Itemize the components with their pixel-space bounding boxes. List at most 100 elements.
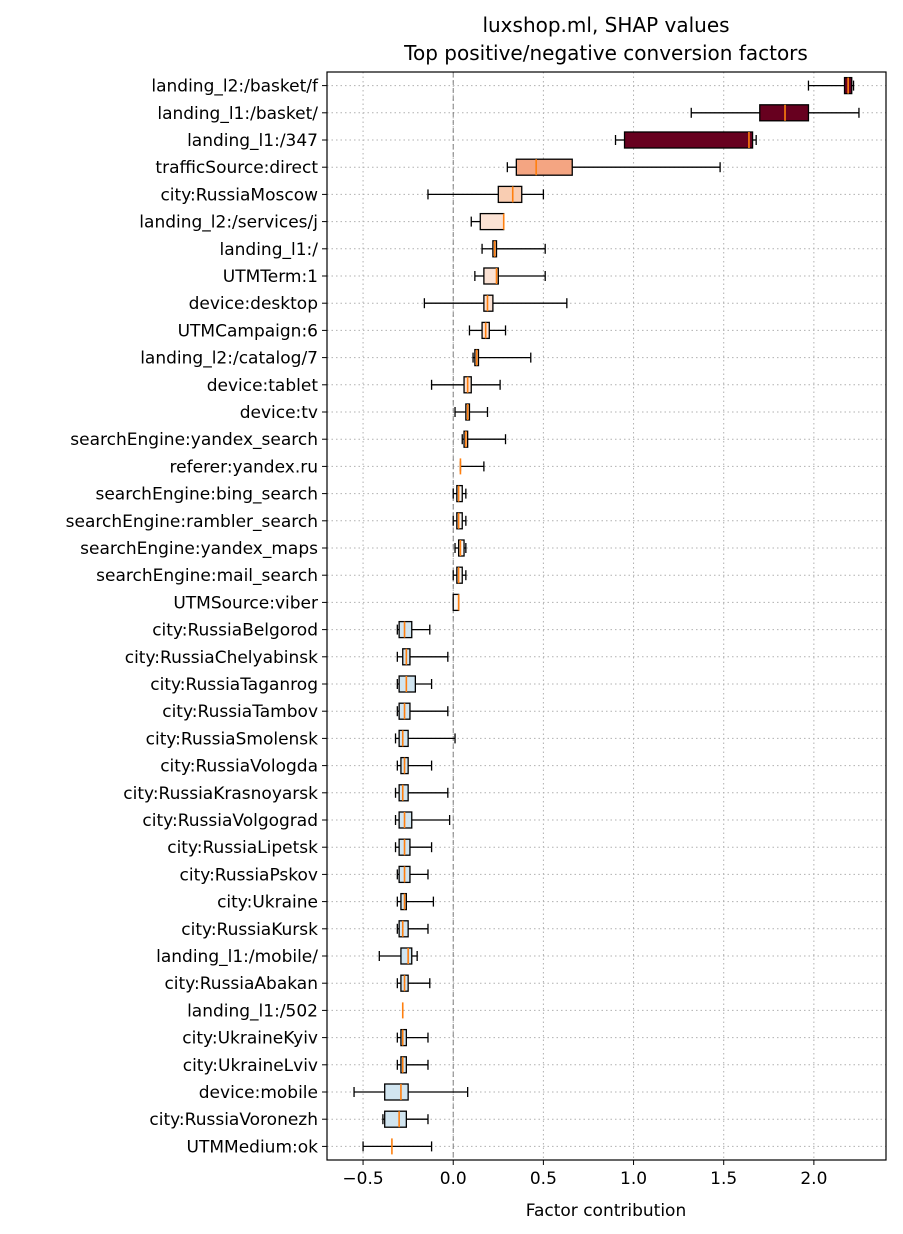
box-plot [807, 76, 855, 95]
box-plot [396, 702, 449, 720]
box-plot [690, 104, 860, 122]
box-plot [396, 756, 433, 775]
box-plot [452, 593, 460, 612]
box-plot [454, 403, 489, 421]
y-tick-label: landing_l1:/502 [187, 1001, 318, 1021]
y-tick-label: city:RussiaVoronezh [149, 1110, 318, 1130]
box [456, 566, 463, 584]
y-tick-label: city:RussiaChelyabinsk [125, 648, 318, 668]
box [483, 294, 494, 312]
x-axis-label: Factor contribution [526, 1201, 686, 1221]
x-tick-label: 0.5 [530, 1169, 557, 1189]
y-tick-label: landing_l1:/347 [187, 131, 318, 151]
box-plot [396, 675, 433, 693]
box-plot [396, 920, 429, 938]
y-tick-label: city:RussiaLipetsk [167, 838, 318, 858]
x-tick-label: −0.5 [342, 1169, 383, 1189]
box [400, 892, 407, 911]
y-tick-label: searchEngine:yandex_search [70, 430, 318, 450]
box-plot [614, 131, 757, 149]
box [456, 512, 463, 530]
y-tick-label: city:RussiaMoscow [160, 185, 318, 205]
box-plot [423, 294, 568, 312]
box [398, 920, 409, 938]
box-plot [396, 648, 449, 666]
box-plot [382, 1110, 429, 1128]
box-plot [452, 566, 467, 584]
chart-subtitle: Top positive/negative conversion factors [403, 41, 808, 65]
box-plot [396, 1028, 429, 1047]
y-tick-label: city:RussiaSmolensk [146, 729, 319, 749]
x-tick-label: 2.0 [800, 1169, 827, 1189]
y-tick-label: searchEngine:mail_search [96, 566, 318, 586]
y-tick-label: landing_l1:/ [220, 240, 319, 260]
y-tick-label: city:RussiaAbakan [164, 974, 318, 994]
y-tick-label: searchEngine:rambler_search [66, 512, 318, 532]
y-tick-label: searchEngine:bing_search [95, 485, 318, 505]
y-tick-label: city:RussiaBelgorod [152, 621, 318, 641]
y-axis-ticks: landing_l2:/basket/f landing_l1:/basket/l… [66, 77, 327, 1157]
y-tick-label: device:tablet [207, 376, 319, 396]
y-tick-label: UTMTerm:1 [223, 267, 318, 287]
x-tick-label: 0.0 [440, 1169, 467, 1189]
y-tick-label: city:Ukraine [217, 893, 318, 913]
y-tick-label: city:RussiaVolgograd [142, 811, 318, 831]
box [456, 484, 463, 503]
box [398, 811, 413, 829]
y-tick-label: city:UkraineKyiv [182, 1029, 318, 1049]
box-plot [394, 729, 456, 748]
x-axis-ticks: −0.5 0.0 0.5 1.0 1.5 2.0 [342, 1160, 827, 1189]
y-tick-label: city:UkraineLviv [183, 1056, 318, 1076]
box-plot [454, 539, 467, 557]
y-tick-label: landing_l2:/basket/f [151, 77, 319, 97]
box-plot [474, 267, 546, 285]
plot-frame [326, 71, 887, 1161]
y-tick-label: UTMCampaign:6 [178, 321, 318, 341]
y-tick-label: city:RussiaPskov [180, 865, 318, 885]
y-tick-label: city:RussiaKursk [181, 920, 318, 940]
y-tick-label: UTMMedium:ok [187, 1137, 319, 1157]
y-tick-label: trafficSource:direct [155, 158, 318, 178]
y-tick-label: city:RussiaVologda [160, 757, 318, 777]
box-plot [396, 1056, 429, 1074]
box [623, 131, 754, 149]
box [384, 1083, 409, 1101]
y-tick-label: city:RussiaKrasnoyarsk [123, 784, 318, 804]
grid-lines [327, 72, 886, 1160]
box [398, 729, 409, 748]
y-tick-label: city:RussiaTambov [162, 702, 318, 722]
box [398, 675, 417, 693]
box-plot [470, 212, 505, 231]
box [483, 267, 499, 285]
box-plot [506, 158, 721, 176]
y-tick-label: landing_l2:/services/j [139, 213, 318, 233]
box [457, 539, 465, 557]
box-plot [459, 458, 485, 475]
box-plot [396, 974, 431, 992]
box-plot [481, 240, 546, 258]
x-tick-label: 1.5 [710, 1169, 737, 1189]
y-tick-label: device:mobile [199, 1083, 318, 1103]
box [515, 158, 573, 176]
box-plot [394, 784, 449, 802]
box [759, 104, 810, 122]
box [452, 593, 460, 612]
box [384, 1110, 407, 1128]
box-plot [353, 1083, 469, 1101]
chart-title: luxshop.ml, SHAP values [482, 13, 729, 37]
box [497, 185, 523, 204]
box-plot [362, 1138, 433, 1155]
box-plot [452, 512, 467, 530]
y-tick-label: landing_l2:/catalog/7 [140, 349, 318, 369]
box [400, 1056, 407, 1074]
box-plot [430, 376, 501, 394]
y-tick-label: device:desktop [189, 294, 318, 314]
box-plot [468, 321, 507, 340]
y-tick-label: landing_l1:/basket/ [157, 104, 318, 124]
box-plot [394, 838, 433, 856]
box [479, 212, 505, 231]
y-tick-label: UTMSource:viber [173, 593, 318, 613]
box [400, 1028, 407, 1047]
box [398, 784, 409, 802]
